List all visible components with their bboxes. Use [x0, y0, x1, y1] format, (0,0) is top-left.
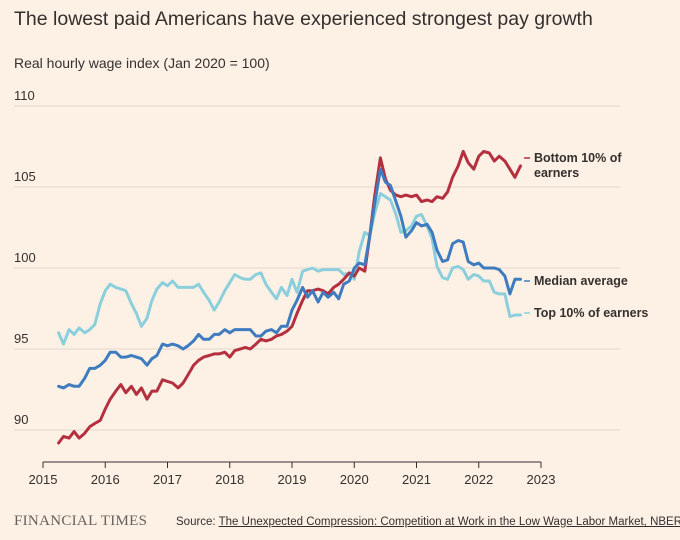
series-label: Median average [534, 274, 628, 288]
source-prefix: Source: [176, 516, 219, 528]
x-tick-label: 2022 [464, 472, 493, 487]
y-tick-label: 95 [14, 331, 28, 346]
x-tick-label: 2015 [29, 472, 58, 487]
y-tick-label: 100 [14, 250, 36, 265]
series-line-1 [57, 167, 522, 390]
x-tick-label: 2016 [91, 472, 120, 487]
source-link[interactable]: The Unexpected Compression: Competition … [218, 516, 680, 528]
ft-logo: FINANCIAL TIMES [14, 513, 148, 529]
source-note: Source: The Unexpected Compression: Comp… [176, 516, 680, 528]
y-tick-label: 105 [14, 169, 36, 184]
x-tick-label: 2021 [402, 472, 431, 487]
grid-lines: 90 95 100 105 110 [14, 88, 620, 431]
series-line-2 [57, 192, 522, 346]
x-tick-label: 2023 [527, 472, 556, 487]
x-tick-label: 2017 [153, 472, 182, 487]
chart-subtitle: Real hourly wage index (Jan 2020 = 100) [14, 55, 270, 71]
y-tick-label: 110 [14, 88, 35, 103]
y-tick-label: 90 [14, 412, 28, 427]
x-axis: 2015 2016 2017 2018 2019 2020 2021 2022 2023 [29, 461, 556, 487]
x-tick-label: 2018 [215, 472, 244, 487]
series-label: earners [534, 166, 579, 180]
series-line-0 [57, 149, 522, 445]
series-label: Top 10% of earners [534, 306, 648, 320]
x-tick-label: 2019 [278, 472, 307, 487]
series-lines [57, 149, 522, 445]
chart-title: The lowest paid Americans have experienc… [14, 8, 593, 30]
x-tick-label: 2020 [340, 472, 369, 487]
series-label: Bottom 10% of [534, 151, 622, 165]
